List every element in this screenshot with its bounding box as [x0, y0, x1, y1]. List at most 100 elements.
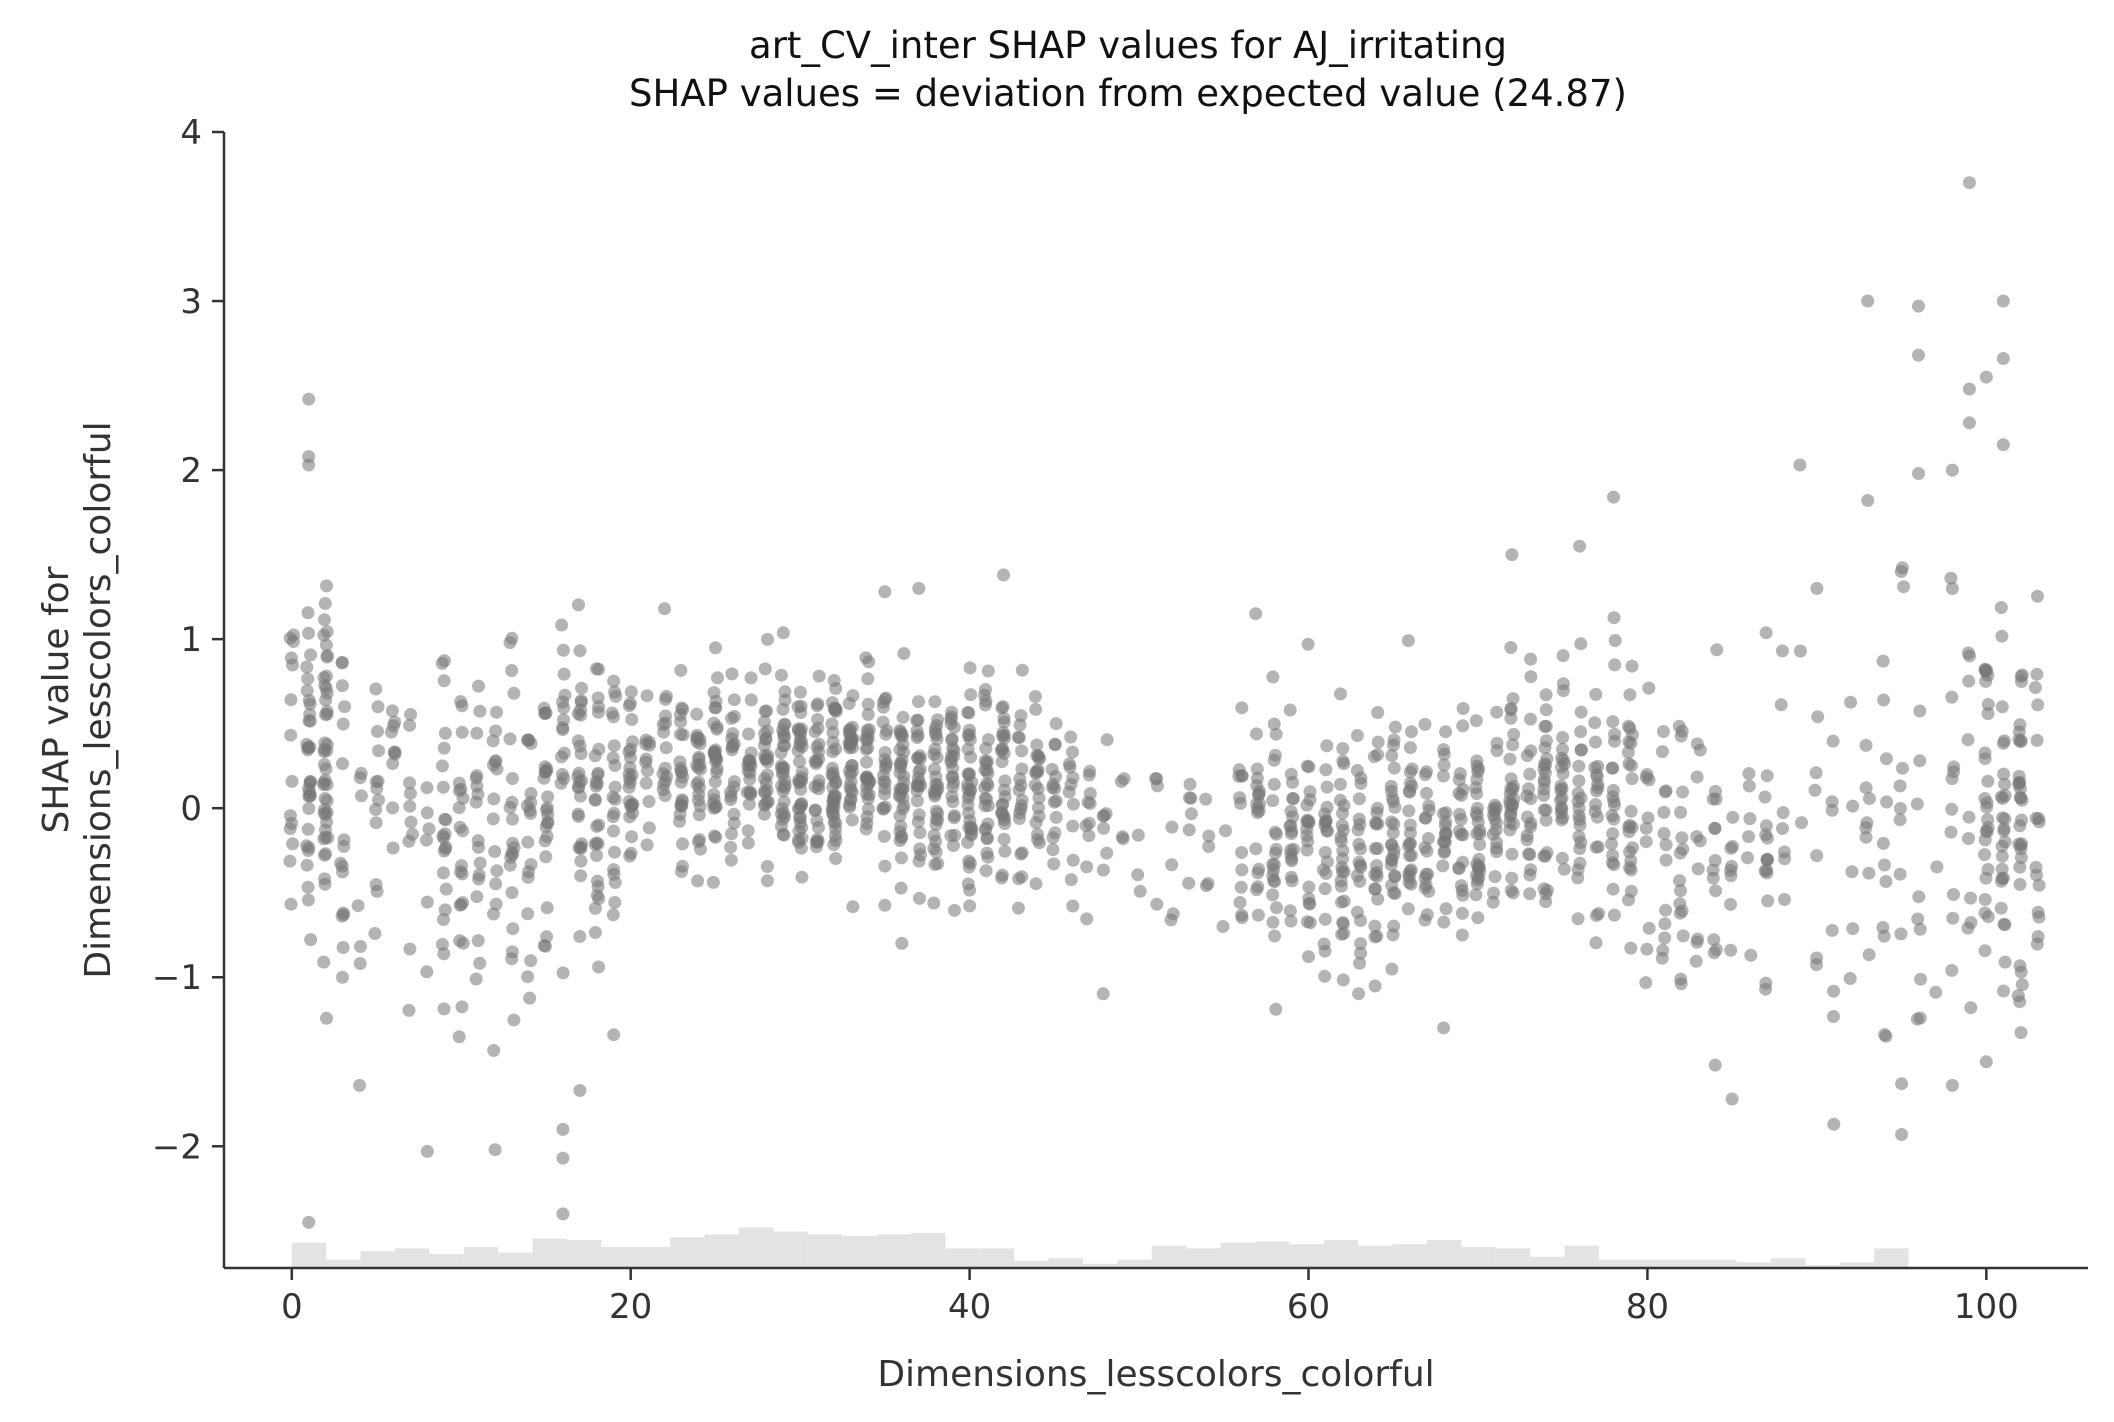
- scatter-point: [1945, 1078, 1959, 1092]
- histogram-bar: [394, 1248, 430, 1268]
- x-tick-label: 80: [1626, 1287, 1669, 1327]
- scatter-point: [758, 662, 772, 676]
- scatter-point: [980, 831, 994, 845]
- scatter-point: [572, 809, 585, 823]
- scatter-point: [962, 854, 976, 868]
- scatter-point: [1605, 809, 1619, 823]
- histogram-bar: [979, 1248, 1015, 1268]
- scatter-point: [453, 934, 467, 948]
- scatter-point: [335, 656, 349, 670]
- histogram-bar: [1598, 1259, 1634, 1268]
- scatter-point: [404, 815, 418, 829]
- scatter-point: [913, 891, 926, 905]
- scatter-point: [1473, 838, 1487, 851]
- scatter-point: [303, 707, 317, 721]
- scatter-point: [912, 854, 926, 868]
- scatter-point: [1522, 782, 1536, 796]
- scatter-point: [1368, 919, 1382, 933]
- scatter-point: [1589, 936, 1603, 950]
- scatter-point: [1418, 881, 1432, 895]
- scatter-point: [1962, 416, 1976, 430]
- scatter-point: [1504, 641, 1518, 654]
- scatter-point: [1456, 719, 1470, 733]
- scatter-point: [1354, 946, 1368, 960]
- scatter-point: [1318, 969, 1332, 983]
- scatter-point: [439, 813, 453, 827]
- scatter-point: [1318, 912, 1332, 926]
- scatter-point: [317, 955, 331, 969]
- scatter-point: [555, 768, 569, 781]
- scatter-point: [319, 638, 333, 652]
- scatter-point: [318, 597, 332, 610]
- scatter-point: [1642, 921, 1656, 935]
- scatter-point: [1639, 835, 1653, 849]
- histogram-bar: [1151, 1245, 1187, 1268]
- scatter-point: [540, 930, 554, 944]
- scatter-point: [995, 755, 1009, 769]
- scatter-point: [623, 810, 637, 824]
- scatter-point: [436, 780, 450, 794]
- scatter-point: [1537, 803, 1551, 817]
- scatter-point: [1825, 795, 1839, 809]
- scatter-point: [676, 770, 690, 784]
- scatter-point: [522, 733, 536, 747]
- scatter-point: [1300, 915, 1314, 929]
- scatter-point: [1555, 813, 1569, 827]
- scatter-point: [1354, 937, 1368, 951]
- scatter-point: [556, 1207, 570, 1221]
- scatter-point: [1981, 774, 1995, 788]
- scatter-point: [524, 858, 538, 871]
- scatter-point: [1574, 791, 1588, 805]
- scatter-point: [521, 835, 535, 849]
- scatter-point: [335, 679, 349, 693]
- scatter-point: [1386, 928, 1400, 942]
- histogram-bar: [1358, 1245, 1393, 1268]
- scatter-point: [1913, 1011, 1927, 1025]
- scatter-point: [961, 706, 975, 719]
- scatter-point: [996, 700, 1010, 714]
- scatter-point: [1572, 759, 1586, 773]
- scatter-point: [2028, 681, 2042, 694]
- scatter-point: [1506, 886, 1520, 900]
- scatter-point: [810, 814, 824, 827]
- scatter-point: [490, 705, 503, 719]
- scatter-point: [1537, 776, 1551, 790]
- scatter-point: [829, 852, 843, 865]
- scatter-point: [742, 727, 756, 741]
- histogram-bar: [1667, 1259, 1703, 1268]
- scatter-point: [438, 726, 452, 740]
- scatter-point: [1386, 791, 1400, 805]
- scatter-point: [607, 1028, 621, 1042]
- scatter-point: [1013, 772, 1027, 786]
- scatter-point: [963, 883, 977, 897]
- scatter-point: [1964, 916, 1978, 929]
- scatter-point: [1655, 745, 1669, 759]
- scatter-point: [658, 789, 672, 803]
- scatter-point: [1131, 868, 1145, 882]
- scatter-point: [1979, 871, 1993, 885]
- scatter-point: [555, 618, 569, 632]
- scatter-point: [1047, 857, 1061, 871]
- scatter-point: [1743, 812, 1757, 826]
- scatter-point: [1880, 795, 1894, 809]
- scatter-point: [1401, 634, 1415, 648]
- scatter-point: [640, 764, 654, 778]
- scatter-point: [1539, 703, 1553, 717]
- scatter-point: [1334, 874, 1348, 888]
- scatter-point: [1438, 835, 1452, 849]
- scatter-point: [707, 686, 721, 700]
- scatter-point: [1994, 601, 2008, 614]
- scatter-point: [1387, 733, 1401, 747]
- scatter-point: [1795, 816, 1808, 830]
- scatter-point: [336, 717, 350, 731]
- scatter-point: [1589, 840, 1603, 854]
- histogram-bar: [463, 1247, 499, 1268]
- scatter-point: [1808, 783, 1822, 797]
- scatter-point: [912, 695, 925, 709]
- scatter-point: [1520, 810, 1534, 824]
- scatter-point: [1538, 766, 1552, 780]
- scatter-point: [1080, 860, 1094, 874]
- scatter-point: [1456, 702, 1470, 715]
- scatter-point: [592, 818, 606, 832]
- scatter-point: [1233, 791, 1247, 805]
